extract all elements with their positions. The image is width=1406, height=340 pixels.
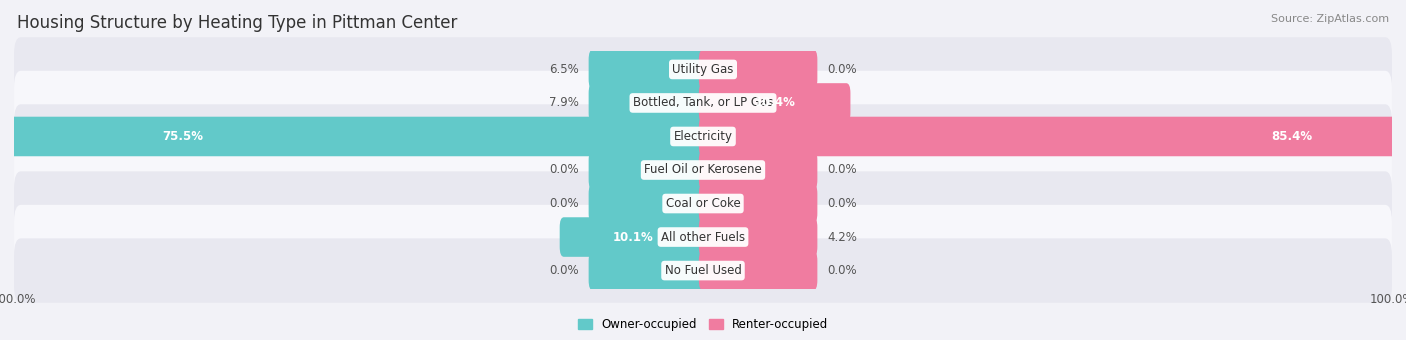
Text: 0.0%: 0.0% [550,164,579,176]
Text: 85.4%: 85.4% [1271,130,1312,143]
FancyBboxPatch shape [699,184,817,223]
FancyBboxPatch shape [14,171,1392,236]
FancyBboxPatch shape [14,238,1392,303]
FancyBboxPatch shape [560,217,707,257]
FancyBboxPatch shape [14,71,1392,135]
Text: Housing Structure by Heating Type in Pittman Center: Housing Structure by Heating Type in Pit… [17,14,457,32]
FancyBboxPatch shape [14,104,1392,169]
FancyBboxPatch shape [14,205,1392,269]
Text: Source: ZipAtlas.com: Source: ZipAtlas.com [1271,14,1389,23]
FancyBboxPatch shape [589,83,707,123]
Text: 0.0%: 0.0% [550,264,579,277]
FancyBboxPatch shape [699,150,817,190]
Text: Utility Gas: Utility Gas [672,63,734,76]
Text: 0.0%: 0.0% [827,164,856,176]
Text: Bottled, Tank, or LP Gas: Bottled, Tank, or LP Gas [633,97,773,109]
Text: Coal or Coke: Coal or Coke [665,197,741,210]
FancyBboxPatch shape [699,251,817,290]
Text: 4.2%: 4.2% [827,231,856,243]
FancyBboxPatch shape [14,138,1392,202]
FancyBboxPatch shape [699,217,817,257]
FancyBboxPatch shape [589,184,707,223]
Text: 7.9%: 7.9% [550,97,579,109]
Text: All other Fuels: All other Fuels [661,231,745,243]
FancyBboxPatch shape [589,251,707,290]
Text: 0.0%: 0.0% [827,197,856,210]
FancyBboxPatch shape [699,83,851,123]
Text: 75.5%: 75.5% [162,130,204,143]
Legend: Owner-occupied, Renter-occupied: Owner-occupied, Renter-occupied [572,313,834,336]
Text: 10.4%: 10.4% [754,97,794,109]
Text: No Fuel Used: No Fuel Used [665,264,741,277]
Text: Fuel Oil or Kerosene: Fuel Oil or Kerosene [644,164,762,176]
Text: 0.0%: 0.0% [827,63,856,76]
FancyBboxPatch shape [589,50,707,89]
FancyBboxPatch shape [14,37,1392,102]
Text: Electricity: Electricity [673,130,733,143]
FancyBboxPatch shape [699,117,1406,156]
Text: 0.0%: 0.0% [827,264,856,277]
Text: 10.1%: 10.1% [613,231,654,243]
FancyBboxPatch shape [589,150,707,190]
Text: 6.5%: 6.5% [550,63,579,76]
FancyBboxPatch shape [0,117,707,156]
FancyBboxPatch shape [699,50,817,89]
Text: 0.0%: 0.0% [550,197,579,210]
